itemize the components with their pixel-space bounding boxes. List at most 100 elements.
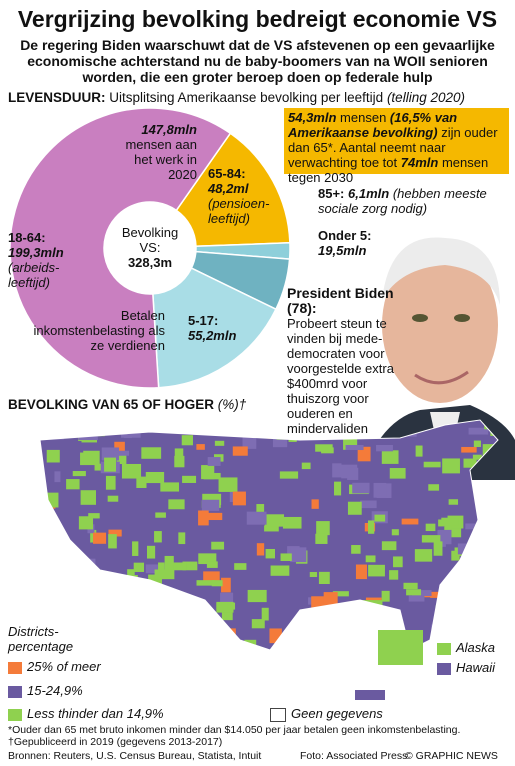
county	[146, 545, 156, 559]
county	[72, 471, 86, 477]
subtitle: De regering Biden waarschuwt dat de VS a…	[20, 37, 495, 85]
county	[461, 446, 477, 453]
county	[393, 556, 403, 568]
county	[323, 592, 338, 607]
county	[232, 491, 246, 506]
county	[457, 543, 468, 555]
description: (arbeids-leeftijd)	[8, 260, 60, 290]
county	[61, 596, 71, 607]
county	[217, 628, 236, 638]
county	[381, 590, 390, 602]
county	[484, 603, 494, 612]
county	[66, 479, 80, 490]
county	[251, 619, 265, 629]
county	[204, 512, 223, 521]
county	[256, 504, 265, 512]
county	[211, 541, 225, 550]
county	[433, 541, 443, 556]
county	[448, 499, 459, 505]
legend-item: 25% of meer	[8, 659, 101, 674]
info-box: 54,3mln mensen (16,5% van Amerikaanse be…	[284, 108, 509, 185]
county	[54, 426, 64, 440]
county	[168, 499, 185, 510]
label: Onder 5:	[318, 228, 372, 243]
county	[309, 572, 318, 578]
county	[93, 532, 107, 544]
county	[132, 541, 139, 556]
county	[403, 582, 418, 590]
county	[206, 561, 218, 568]
county	[174, 448, 184, 458]
county	[160, 482, 180, 492]
heading-text: Uitsplitsing Amerikaanse bevolking per l…	[109, 90, 384, 105]
county	[347, 467, 359, 480]
county	[170, 420, 187, 429]
county	[270, 565, 290, 576]
legend-item: Alaska	[437, 640, 495, 655]
county	[148, 574, 162, 585]
county	[446, 528, 462, 538]
value-label: 199,3mln	[8, 245, 64, 260]
county	[401, 518, 419, 525]
county	[406, 589, 422, 596]
county	[431, 624, 448, 632]
county	[256, 543, 265, 556]
county	[423, 461, 441, 468]
county	[101, 586, 122, 595]
county	[476, 489, 492, 502]
legend-item: Geen gegevens	[270, 706, 383, 722]
title: Vergrijzing bevolking bedreigt economie …	[17, 6, 498, 32]
county	[243, 423, 256, 437]
county	[335, 636, 351, 650]
county	[49, 543, 68, 550]
county	[267, 431, 281, 438]
county	[311, 499, 319, 509]
credit: Foto: Associated Press	[300, 750, 408, 762]
county	[316, 521, 330, 536]
county	[368, 564, 385, 577]
county	[376, 444, 393, 452]
county	[261, 607, 269, 621]
county	[301, 462, 311, 470]
name: President Biden (78):	[287, 285, 394, 316]
county	[315, 533, 328, 544]
county	[469, 595, 484, 605]
photo-caption: President Biden (78): Probeert steun te …	[287, 285, 407, 437]
county	[381, 541, 397, 551]
county	[170, 599, 178, 610]
county	[444, 518, 452, 534]
county	[158, 562, 165, 570]
county	[247, 589, 267, 603]
map-heading: BEVOLKING VAN 65 OF HOGER (%)†	[8, 397, 246, 412]
county	[192, 633, 213, 639]
county	[252, 424, 272, 438]
county	[265, 548, 276, 559]
county	[332, 463, 342, 478]
legend-item: 15-24,9%	[8, 683, 83, 698]
label: 65-84:	[208, 166, 246, 181]
county	[476, 495, 491, 508]
county	[357, 446, 371, 462]
county	[368, 520, 375, 534]
county	[355, 564, 367, 580]
value-label: 48,2ml	[208, 181, 249, 196]
label: 18-64:	[8, 230, 46, 245]
county	[154, 531, 162, 543]
county	[201, 499, 220, 511]
county	[465, 523, 478, 530]
county	[441, 609, 459, 619]
county	[280, 553, 292, 561]
county	[495, 571, 498, 579]
text: 54,3mln	[288, 110, 337, 125]
label: 5-17:	[188, 313, 219, 328]
county	[88, 423, 105, 437]
county	[345, 444, 364, 451]
county	[115, 420, 123, 430]
county	[332, 591, 349, 597]
county	[143, 599, 153, 612]
county	[107, 643, 125, 650]
county	[108, 529, 122, 537]
county	[40, 492, 59, 508]
